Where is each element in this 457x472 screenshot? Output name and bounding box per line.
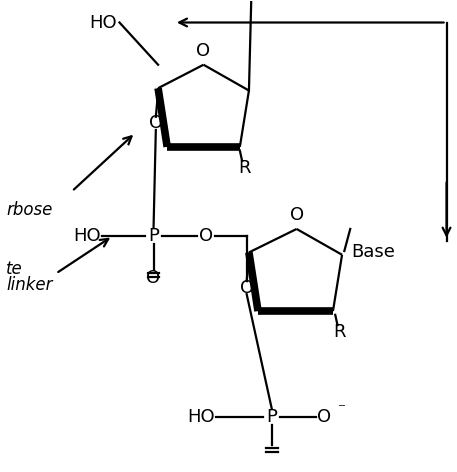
Text: te: te [6, 260, 23, 278]
Text: HO: HO [90, 14, 117, 32]
Text: O: O [199, 227, 213, 245]
Text: O: O [149, 114, 163, 132]
Text: rbose: rbose [6, 201, 52, 219]
Text: HO: HO [74, 227, 101, 245]
Text: O: O [147, 269, 160, 287]
Text: P: P [148, 227, 159, 245]
Text: O: O [317, 408, 331, 426]
Text: O: O [290, 206, 304, 224]
Text: HO: HO [187, 408, 215, 426]
Text: R: R [238, 159, 250, 177]
Text: P: P [266, 408, 277, 426]
Text: Base: Base [351, 244, 395, 261]
Text: O: O [197, 42, 211, 60]
Text: linker: linker [6, 276, 53, 294]
Text: R: R [334, 323, 346, 341]
Text: ⁻: ⁻ [338, 401, 345, 416]
Text: O: O [239, 278, 254, 296]
